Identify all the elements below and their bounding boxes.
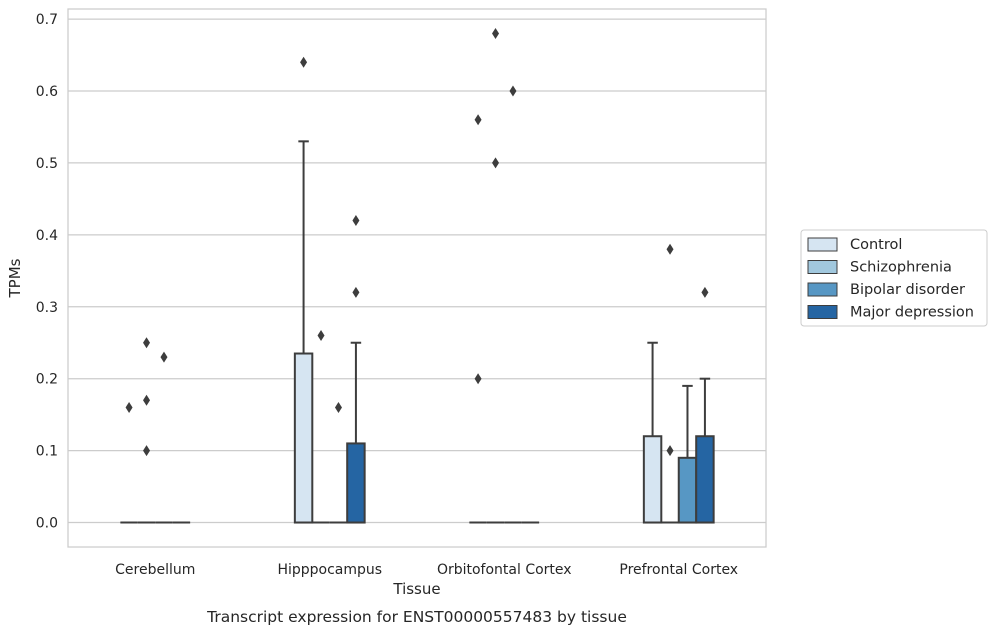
legend-swatch xyxy=(807,305,838,319)
outlier-point xyxy=(143,394,151,406)
y-axis-ticks: 0.0 0.1 0.2 0.3 0.4 0.5 0.6 0.7 xyxy=(36,12,58,531)
y-tick-label: 0.3 xyxy=(36,300,58,316)
outlier-point xyxy=(317,330,325,342)
outlier-point xyxy=(160,351,168,363)
legend-frame xyxy=(800,229,988,327)
legend-label: Bipolar disorder xyxy=(850,282,965,298)
outlier-point xyxy=(509,85,517,97)
outlier-point xyxy=(143,337,151,349)
boxes xyxy=(120,140,715,524)
outlier-point xyxy=(666,445,674,457)
legend-swatch xyxy=(807,237,838,252)
x-tick-label: Orbitofontal Cortex xyxy=(437,562,572,578)
gridlines xyxy=(68,18,766,524)
y-tick-label: 0.6 xyxy=(36,84,58,100)
box-body xyxy=(293,352,314,524)
outliers xyxy=(125,27,709,457)
box-body xyxy=(346,442,366,524)
box-control xyxy=(642,341,663,524)
y-tick-label: 0.2 xyxy=(36,372,58,388)
box-body xyxy=(677,456,698,524)
outlier-point xyxy=(300,56,308,68)
outlier-point xyxy=(492,27,500,39)
x-tick-label: Cerebellum xyxy=(115,562,195,578)
x-axis-ticks: Cerebellum Hipppocampus Orbitofontal Corte… xyxy=(115,562,738,578)
y-tick-label: 0.1 xyxy=(36,444,58,460)
y-tick-label: 0.7 xyxy=(36,12,58,28)
box-body xyxy=(695,435,715,524)
outlier-point xyxy=(143,445,151,457)
box-major-depression xyxy=(695,377,715,524)
box-body xyxy=(642,435,663,524)
legend-label: Schizophrenia xyxy=(850,260,952,276)
chart-caption: Transcript expression for ENST0000055748… xyxy=(206,608,627,626)
outlier-point xyxy=(352,286,360,298)
box-bipolar-disorder xyxy=(677,384,698,524)
legend-items: Control Schizophrenia Bipolar disorder Majo… xyxy=(807,237,974,321)
x-tick-label: Hipppocampus xyxy=(277,562,382,578)
y-tick-label: 0.4 xyxy=(36,228,58,244)
outlier-point xyxy=(474,114,482,126)
legend: Control Schizophrenia Bipolar disorder Majo… xyxy=(800,229,988,327)
outlier-point xyxy=(474,373,482,385)
outlier-point xyxy=(334,401,342,413)
legend-label: Control xyxy=(850,237,902,253)
legend-label: Major depression xyxy=(850,305,974,321)
legend-swatch xyxy=(807,260,838,274)
box-control xyxy=(293,140,314,524)
x-axis-title: Tissue xyxy=(392,580,440,598)
x-tick-label: Prefrontal Cortex xyxy=(619,562,738,578)
outlier-point xyxy=(666,243,674,255)
y-tick-label: 0.5 xyxy=(36,156,58,172)
outlier-point xyxy=(125,401,133,413)
box-major-depression xyxy=(346,341,366,524)
y-axis-title: TPMs xyxy=(6,258,24,298)
outlier-point xyxy=(492,157,500,169)
outlier-point xyxy=(352,214,360,226)
plot-area xyxy=(67,8,767,548)
outlier-point xyxy=(701,286,709,298)
legend-swatch xyxy=(807,282,838,297)
y-tick-label: 0.0 xyxy=(36,516,58,532)
